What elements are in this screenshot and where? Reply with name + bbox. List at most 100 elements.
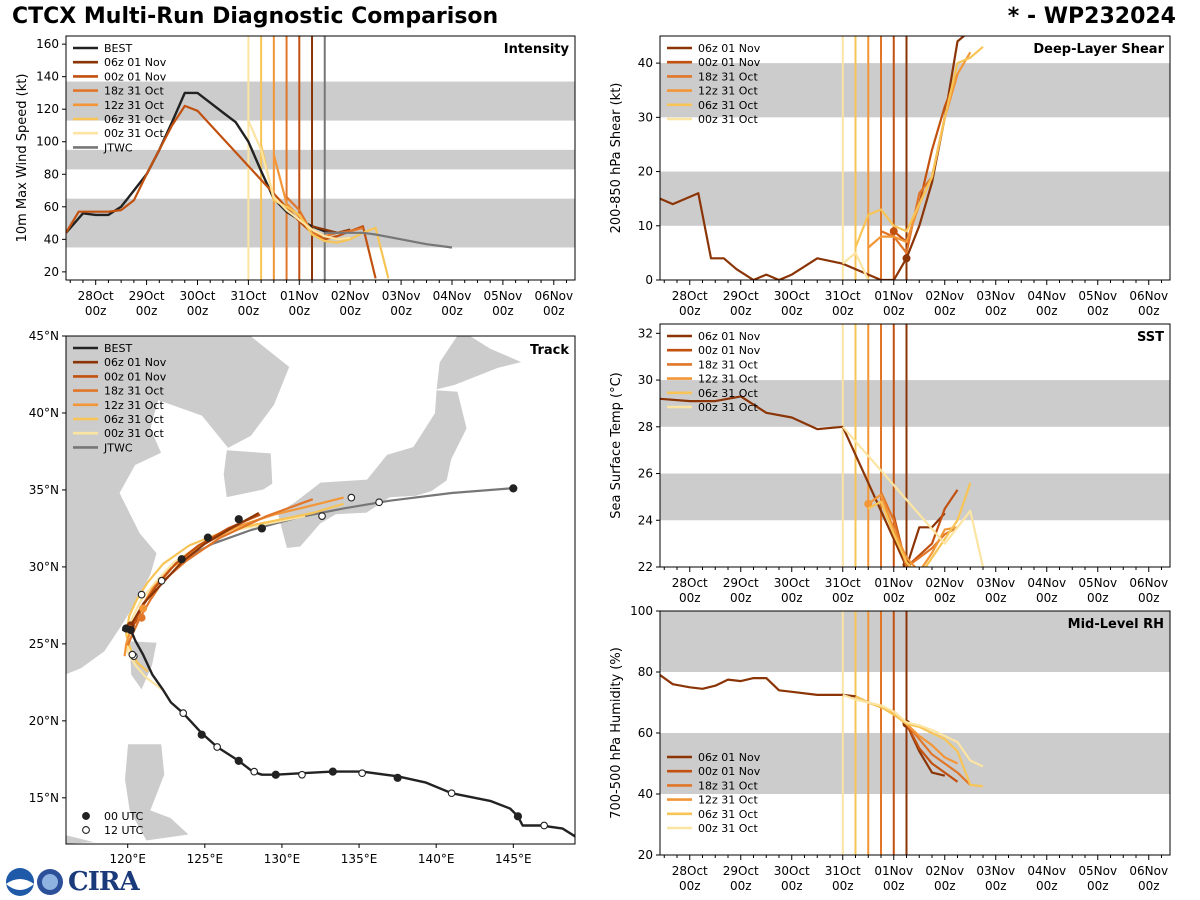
track-12utc-marker: [358, 769, 366, 778]
track-12utc-marker: [298, 770, 306, 779]
x-tick-label-day: 30Oct: [774, 864, 810, 878]
land-mass: [276, 389, 468, 549]
x-tick-label-day: 31Oct: [825, 576, 861, 590]
legend-label: 06z 01 Nov: [698, 42, 761, 55]
legend-label: 12z 31 Oct: [104, 99, 164, 112]
x-tick-label-hour: 00z: [934, 879, 956, 893]
track-12utc-marker: [540, 821, 549, 830]
legend-label: 00z 01 Nov: [698, 56, 761, 69]
x-tick-label-day: 02Nov: [925, 576, 964, 590]
x-tick-label-hour: 00z: [289, 304, 311, 318]
track-12utc-marker: [447, 789, 456, 798]
y-tick-label: 160: [36, 37, 59, 51]
x-tick-label-hour: 00z: [832, 304, 854, 318]
x-tick-label-hour: 00z: [238, 304, 260, 318]
lon-tick-label: 125°E: [187, 852, 224, 866]
x-tick-label-day: 04Nov: [1027, 864, 1066, 878]
x-tick-label-hour: 00z: [1036, 304, 1058, 318]
panel-title: Deep-Layer Shear: [1033, 42, 1164, 57]
x-tick-label-hour: 00z: [1138, 879, 1160, 893]
legend-label: 00z 31 Oct: [698, 822, 758, 835]
track-00utc-marker: [122, 624, 131, 633]
marker-legend-label: 00 UTC: [104, 810, 144, 823]
y-tick-label: 32: [638, 326, 653, 340]
legend-label: 06z 31 Oct: [698, 99, 758, 112]
figure-title: CTCX Multi-Run Diagnostic Comparison: [12, 4, 499, 29]
series-line-00z-01-nov: [66, 104, 377, 279]
shaded-band: [66, 81, 575, 121]
x-tick-label-day: 06Nov: [1129, 576, 1168, 590]
legend-label: 12z 31 Oct: [698, 85, 758, 98]
x-tick-label-hour: 00z: [832, 591, 854, 605]
lat-tick-label: 40°N: [29, 406, 59, 420]
track-12utc-marker: [250, 767, 259, 776]
x-tick-label-day: 31Oct: [230, 289, 266, 303]
noaa-globe-icon: [6, 868, 63, 896]
panel-title: SST: [1137, 330, 1164, 345]
x-tick-label-hour: 00z: [136, 304, 158, 318]
legend-label: 00z 01 Nov: [698, 765, 761, 778]
x-tick-label-hour: 00z: [492, 304, 514, 318]
y-tick-label: 20: [638, 848, 653, 862]
land-mass: [66, 336, 291, 676]
x-tick-label-day: 05Nov: [484, 289, 523, 303]
track-00utc-marker: [509, 484, 518, 493]
track-00utc-marker: [271, 770, 280, 779]
track-00utc-marker: [197, 730, 206, 739]
x-tick-label-day: 30Oct: [774, 289, 810, 303]
x-tick-label-hour: 00z: [1138, 591, 1160, 605]
y-tick-label: 0: [645, 273, 653, 287]
track-run-marker: [139, 604, 148, 613]
x-tick-label-day: 06Nov: [1129, 864, 1168, 878]
track-00utc-marker: [257, 524, 266, 533]
plot-area: [660, 36, 1170, 280]
x-tick-label-hour: 00z: [1087, 879, 1109, 893]
y-tick-label: 28: [638, 420, 653, 434]
legend-label: 06z 01 Nov: [104, 356, 167, 369]
axes-frame: [65, 335, 576, 845]
legend-label: BEST: [104, 42, 132, 55]
x-tick-label-day: 01Nov: [874, 289, 913, 303]
panel-sst: 22242628303228Oct00z29Oct00z30Oct00z31Oc…: [609, 323, 1171, 605]
track-12utc-marker: [318, 512, 326, 520]
x-tick-label-day: 04Nov: [1027, 576, 1066, 590]
series-line-00z-31-oct: [841, 426, 985, 567]
legend-label: 18z 31 Oct: [698, 70, 758, 83]
x-tick-label-hour: 00z: [1087, 591, 1109, 605]
x-tick-label-hour: 00z: [730, 591, 752, 605]
track-12utc-marker: [157, 576, 166, 585]
legend-label: 00z 31 Oct: [698, 401, 758, 414]
x-tick-label-day: 06Nov: [1129, 289, 1168, 303]
y-tick-label: 40: [638, 787, 653, 801]
series-marker: [889, 227, 898, 236]
panel-rh: 2040608010028Oct00z29Oct00z30Oct00z31Oct…: [609, 604, 1171, 893]
legend-12utc-marker: [82, 826, 90, 834]
y-tick-label: 20: [44, 265, 59, 279]
lat-tick-label: 15°N: [29, 791, 59, 805]
x-tick-label-day: 03Nov: [976, 576, 1015, 590]
lon-tick-label: 135°E: [341, 852, 378, 866]
legend-label: 12z 31 Oct: [698, 373, 758, 386]
y-tick-label: 26: [638, 467, 653, 481]
series-line-jtwc: [324, 231, 453, 249]
legend-label: 06z 31 Oct: [698, 387, 758, 400]
x-tick-label-hour: 00z: [883, 304, 905, 318]
x-tick-label-day: 02Nov: [925, 864, 964, 878]
y-tick-label: 10: [638, 219, 653, 233]
legend-label: 18z 31 Oct: [698, 779, 758, 792]
x-tick-label-day: 02Nov: [331, 289, 370, 303]
x-tick-label-hour: 00z: [1036, 591, 1058, 605]
shaded-band: [660, 611, 1170, 672]
y-axis-label: 200-850 hPa Shear (kt): [609, 83, 624, 234]
x-tick-label-hour: 00z: [390, 304, 412, 318]
y-tick-label: 80: [44, 167, 59, 181]
panel-title: Mid-Level RH: [1068, 617, 1164, 632]
land-mass: [222, 449, 274, 499]
x-tick-label-hour: 00z: [934, 591, 956, 605]
series-marker: [902, 254, 911, 263]
x-tick-label-day: 01Nov: [280, 289, 319, 303]
series-line-06z-01-nov: [660, 395, 946, 567]
track-00utc-marker: [203, 533, 213, 542]
x-tick-label-day: 04Nov: [1027, 289, 1066, 303]
x-tick-label-hour: 00z: [187, 304, 209, 318]
